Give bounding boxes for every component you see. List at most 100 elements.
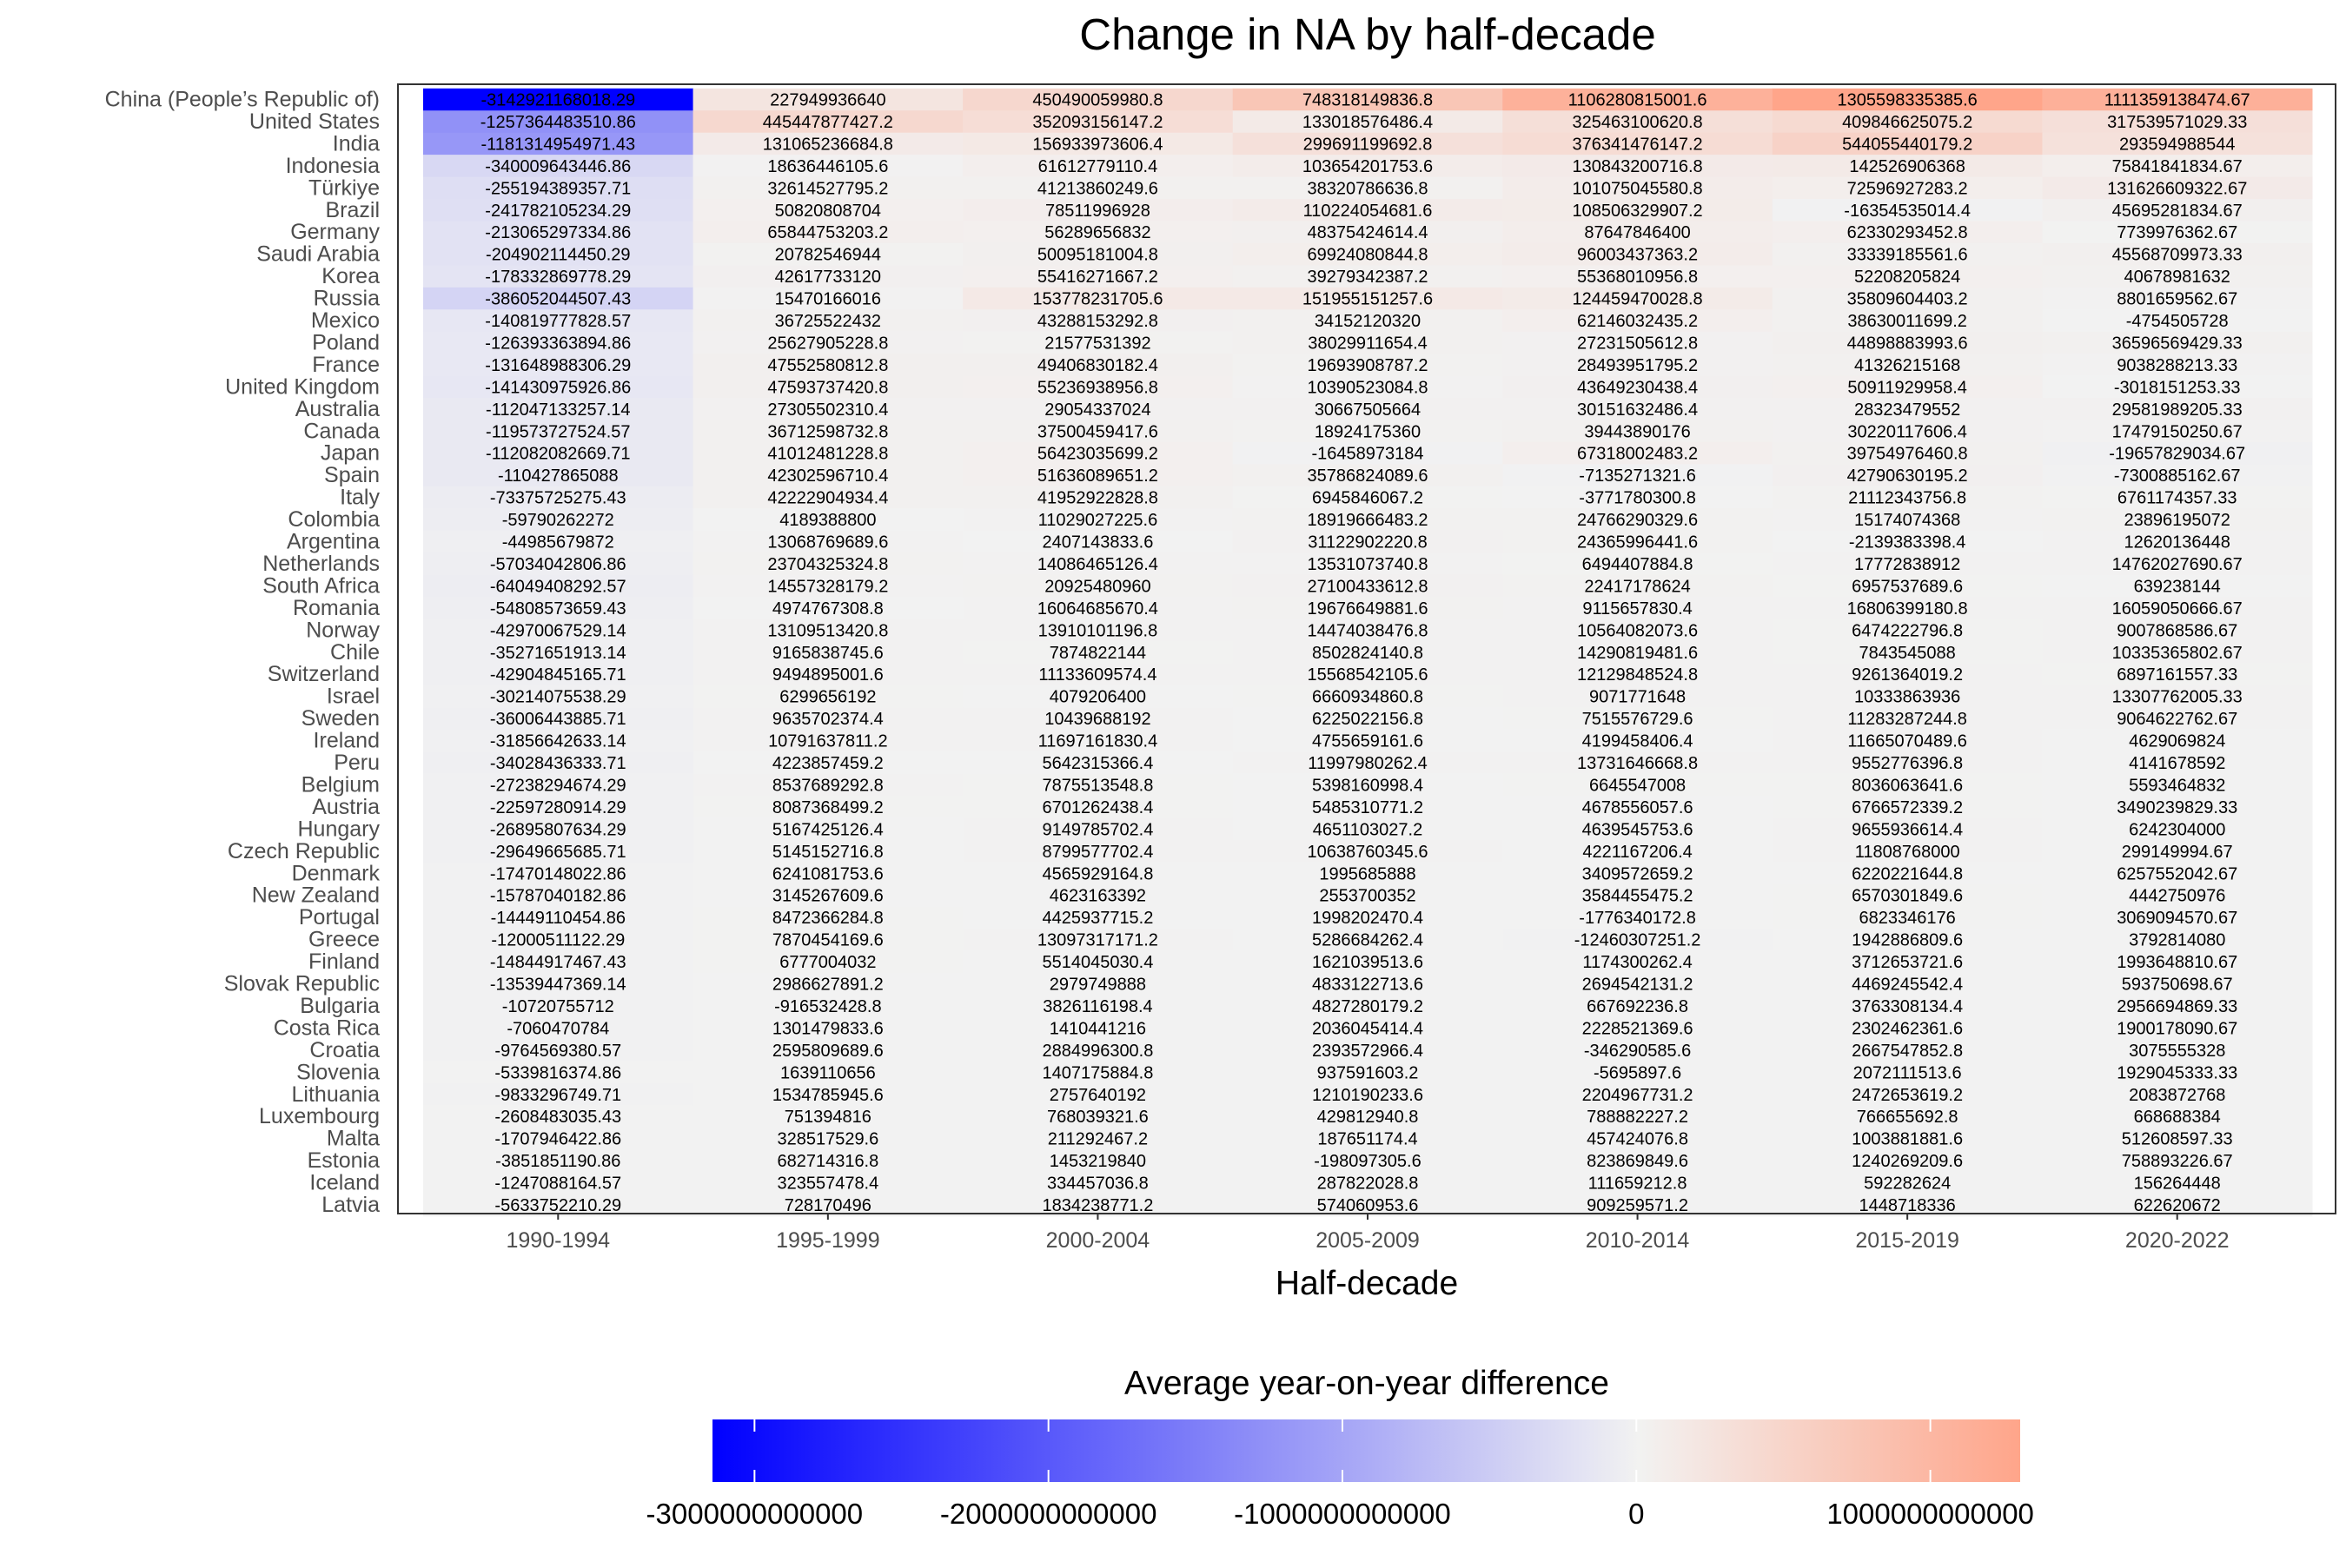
heatmap-cell — [963, 1194, 1234, 1217]
row-label-germany: Germany — [290, 220, 380, 244]
heatmap-cell — [423, 486, 694, 509]
cell-value-label: 5167425126.4 — [772, 820, 884, 839]
row-label-united-kingdom: United Kingdom — [225, 374, 380, 399]
heatmap-cell — [2042, 1039, 2313, 1062]
cell-value-label: -30214075538.29 — [490, 688, 626, 707]
cell-value-label: -1707946422.86 — [494, 1130, 621, 1149]
heatmap-cell — [423, 685, 694, 708]
cell-value-label: 1834238771.2 — [1042, 1196, 1153, 1215]
heatmap-cell — [1232, 464, 1503, 487]
heatmap-cell — [1232, 1083, 1503, 1106]
heatmap-cell — [1772, 995, 2043, 1018]
cell-value-label: 8036063641.6 — [1852, 776, 1963, 795]
cell-value-label: 4442750976 — [2129, 887, 2225, 906]
cell-value-label: -198097305.6 — [1314, 1152, 1421, 1171]
cell-value-label: 6494407884.8 — [1582, 555, 1693, 574]
cell-value-label: 38320786636.8 — [1307, 179, 1428, 198]
heatmap-cell — [423, 265, 694, 288]
cell-value-label: 17772838912 — [1854, 555, 1960, 574]
heatmap-cell — [963, 375, 1234, 399]
cell-value-label: 409846625075.2 — [1842, 113, 1972, 132]
cell-value-label: 36725522432 — [775, 312, 881, 331]
heatmap-cell — [2042, 221, 2313, 244]
cell-value-label: 1998202470.4 — [1312, 909, 1423, 928]
heatmap-cell — [1232, 199, 1503, 222]
heatmap-cell — [1502, 972, 1773, 996]
cell-value-label: 47593737420.8 — [767, 378, 888, 397]
heatmap-cell — [693, 1105, 964, 1128]
column-label-2015-2019: 2015-2019 — [1855, 1228, 1959, 1253]
heatmap-cell — [693, 1083, 964, 1106]
cell-value-label: 937591603.2 — [1317, 1063, 1419, 1082]
heatmap-cell — [1772, 950, 2043, 974]
heatmap-cell — [1772, 862, 2043, 885]
heatmap-cell — [963, 420, 1234, 443]
cell-value-label: 30667505664 — [1315, 400, 1421, 420]
heatmap-cell — [1772, 265, 2043, 288]
heatmap-cell — [2042, 685, 2313, 708]
heatmap-cell — [1772, 88, 2043, 111]
column-label-2000-2004: 2000-2004 — [1046, 1228, 1150, 1253]
heatmap-cell — [2042, 309, 2313, 333]
cell-value-label: -29649665685.71 — [490, 843, 626, 862]
cell-value-label: 6645547008 — [1589, 776, 1686, 795]
cell-value-label: 110224054681.6 — [1303, 202, 1433, 221]
cell-value-label: 38029911654.4 — [1308, 334, 1428, 353]
cell-value-label: -3851851190.86 — [495, 1152, 620, 1171]
heatmap-cell — [1772, 663, 2043, 686]
cell-value-label: 6474222796.8 — [1852, 621, 1963, 640]
heatmap-cell — [423, 176, 694, 200]
cell-value-label: 40678981632 — [2124, 268, 2230, 287]
cell-value-label: 1942886809.6 — [1852, 931, 1963, 950]
row-label-united-states: United States — [249, 109, 380, 134]
cell-value-label: -19657829034.67 — [2109, 445, 2245, 464]
cell-value-label: 1407175884.8 — [1042, 1063, 1153, 1082]
cell-value-label: -5695897.6 — [1594, 1063, 1681, 1082]
heatmap-cell — [423, 199, 694, 222]
heatmap-cell — [963, 883, 1234, 907]
heatmap-cell — [1232, 1016, 1503, 1040]
heatmap-cell — [1772, 1016, 2043, 1040]
heatmap-cell — [423, 1127, 694, 1150]
cell-value-label: -346290585.6 — [1584, 1042, 1691, 1061]
heatmap-cell — [1232, 331, 1503, 354]
column-label-1990-1994: 1990-1994 — [507, 1228, 611, 1253]
heatmap-cell — [1502, 928, 1773, 951]
heatmap-cell — [423, 840, 694, 863]
row-label-poland: Poland — [312, 330, 380, 354]
heatmap-cell — [1232, 508, 1503, 532]
row-label-portugal: Portugal — [299, 905, 380, 930]
heatmap-cell — [1772, 110, 2043, 134]
heatmap-cell — [1772, 508, 2043, 532]
cell-value-label: 9149785702.4 — [1042, 820, 1153, 839]
cell-value-label: 7739976362.67 — [2117, 223, 2237, 242]
heatmap-cell — [693, 132, 964, 155]
cell-value-label: 153778231705.6 — [1032, 290, 1163, 309]
heatmap-cell — [2042, 751, 2313, 775]
cell-value-label: 2884996300.8 — [1042, 1042, 1153, 1061]
cell-value-label: 8537689292.8 — [772, 776, 884, 795]
row-label-romania: Romania — [293, 596, 380, 620]
row-label-costa-rica: Costa Rica — [274, 1016, 380, 1040]
heatmap-cell — [693, 1127, 964, 1150]
cell-value-label: 13307762005.33 — [2112, 688, 2243, 707]
cell-value-label: -15787040182.86 — [490, 887, 626, 906]
heatmap-cell — [1772, 817, 2043, 841]
heatmap-cell — [1502, 309, 1773, 333]
heatmap-cell — [1772, 928, 2043, 951]
cell-value-label: 124459470028.8 — [1572, 290, 1702, 309]
heatmap-cell — [963, 110, 1234, 134]
cell-value-label: -12000511122.29 — [491, 931, 625, 950]
cell-value-label: 3792814080 — [2129, 931, 2225, 950]
cell-value-label: -131648988306.29 — [485, 356, 631, 375]
heatmap-cell — [1232, 1149, 1503, 1173]
heatmap-cell — [2042, 464, 2313, 487]
heatmap-cell — [1502, 1171, 1773, 1194]
cell-value-label: 72596927283.2 — [1847, 179, 1968, 198]
heatmap-cells: -3142921168018.29 227949936640 45049005998… — [423, 88, 2313, 1217]
heatmap-cell — [963, 597, 1234, 620]
heatmap-cell — [423, 375, 694, 399]
heatmap-cell — [2042, 862, 2313, 885]
cell-value-label: -34028436333.71 — [490, 754, 626, 773]
cell-value-label: 6257552042.67 — [2117, 864, 2237, 883]
